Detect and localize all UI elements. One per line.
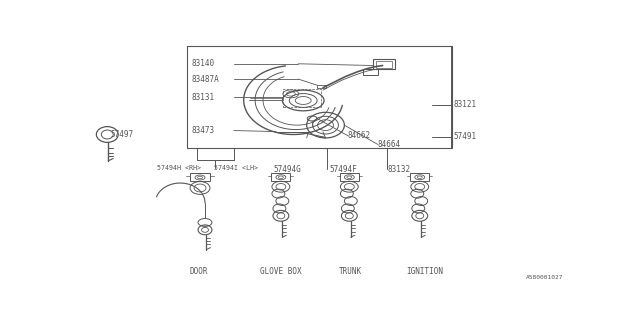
Bar bbox=[190, 173, 210, 181]
Text: A580001027: A580001027 bbox=[526, 276, 564, 280]
Text: 83140: 83140 bbox=[191, 59, 215, 68]
Bar bbox=[187, 46, 452, 148]
Text: 83473: 83473 bbox=[191, 126, 215, 135]
Bar bbox=[376, 61, 392, 68]
Text: 84662: 84662 bbox=[348, 131, 371, 140]
Bar bbox=[363, 69, 378, 75]
Text: 83131: 83131 bbox=[191, 92, 215, 101]
Text: 83487A: 83487A bbox=[191, 75, 220, 84]
Bar bbox=[271, 173, 291, 180]
Text: DOOR: DOOR bbox=[190, 267, 208, 276]
Text: 57494F: 57494F bbox=[329, 165, 356, 174]
Text: 57494G: 57494G bbox=[273, 165, 301, 174]
Text: 57494I <LH>: 57494I <LH> bbox=[214, 165, 258, 171]
Text: 57497: 57497 bbox=[111, 130, 134, 139]
Text: IGNITION: IGNITION bbox=[406, 267, 444, 276]
Text: 84664: 84664 bbox=[378, 140, 401, 149]
Text: TRUNK: TRUNK bbox=[339, 267, 362, 276]
Text: 57491: 57491 bbox=[454, 132, 477, 141]
Bar bbox=[410, 173, 429, 180]
Text: 83132: 83132 bbox=[388, 165, 411, 174]
Text: 83121: 83121 bbox=[454, 100, 477, 109]
Bar bbox=[372, 59, 395, 69]
Bar bbox=[340, 173, 359, 180]
Text: 57494H <RH>: 57494H <RH> bbox=[157, 165, 201, 171]
Bar bbox=[284, 89, 321, 108]
Bar bbox=[317, 85, 326, 88]
Text: GLOVE BOX: GLOVE BOX bbox=[260, 267, 301, 276]
